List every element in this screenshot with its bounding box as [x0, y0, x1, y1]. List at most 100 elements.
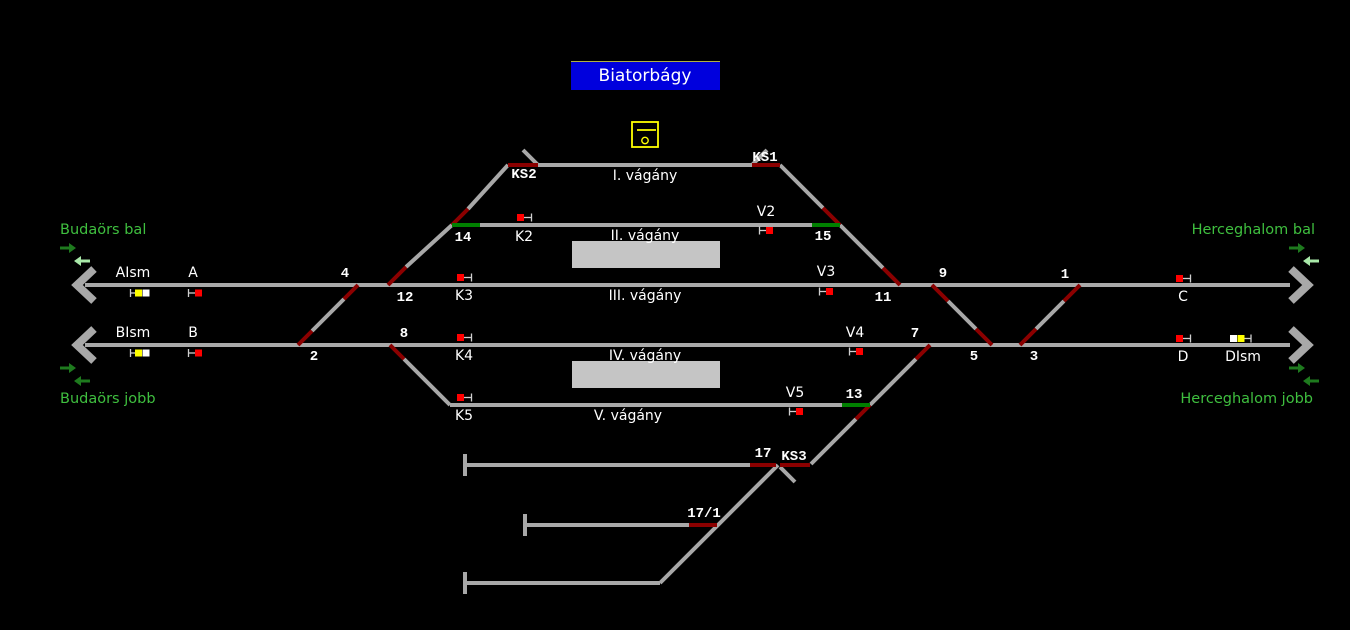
- platform-between-track2-track3: [572, 241, 720, 268]
- switch-section-5[interactable]: [974, 327, 994, 347]
- switch-14-label[interactable]: 14: [455, 230, 472, 246]
- switch-section-7[interactable]: [914, 343, 932, 361]
- switch-8-label[interactable]: 8: [400, 326, 408, 342]
- signal-c-label: C: [1178, 289, 1188, 305]
- switch-2-label[interactable]: 2: [310, 349, 318, 365]
- direction-arrow-bottom-left-inbound[interactable]: [74, 376, 90, 386]
- track-i-label: I. vágány: [613, 168, 678, 184]
- signal-k2-red-lamp: [517, 214, 524, 221]
- signal-k3-red-lamp: [457, 274, 464, 281]
- switch-5-label[interactable]: 5: [970, 349, 978, 365]
- direction-arrow-bottom-right-inbound[interactable]: [1303, 376, 1319, 386]
- signal-bism-white-lamp: [142, 349, 150, 357]
- signal-k5[interactable]: [457, 393, 473, 402]
- signal-bism[interactable]: [129, 349, 150, 357]
- crossover-4-2-diagonal: [310, 297, 346, 333]
- signal-v4[interactable]: [848, 347, 864, 356]
- signal-dism-label: DIsm: [1225, 349, 1261, 365]
- switch-3-label[interactable]: 3: [1030, 349, 1038, 365]
- signal-v5-red-lamp: [796, 408, 803, 415]
- track-iv-left-continuation-arrow: [71, 326, 97, 364]
- switch-section-12[interactable]: [386, 265, 408, 287]
- switch-11-label[interactable]: 11: [875, 290, 892, 306]
- switch-1-label[interactable]: 1: [1061, 267, 1069, 283]
- signal-v3-red-lamp: [826, 288, 833, 295]
- direction-arrow-top-right-inbound[interactable]: [1303, 256, 1319, 266]
- signal-v5-label: V5: [786, 385, 804, 401]
- signal-bism-label: BIsm: [116, 325, 151, 341]
- signal-d-label: D: [1178, 349, 1189, 365]
- link-iv-to-v-diagonal: [402, 357, 452, 407]
- signal-aism-yellow-lamp: [135, 289, 142, 297]
- station-title-box: Biatorbágy: [571, 61, 720, 90]
- signal-d-red-lamp: [1176, 335, 1183, 342]
- switch-17-1-label[interactable]: 17/1: [687, 506, 721, 522]
- signal-ks2-label[interactable]: KS2: [511, 167, 536, 183]
- station-name: Biatorbágy: [599, 66, 692, 86]
- signal-d[interactable]: [1176, 334, 1192, 343]
- signal-v2[interactable]: [758, 226, 774, 235]
- signal-b[interactable]: [187, 349, 203, 357]
- signal-v4-label: V4: [846, 325, 865, 341]
- signal-k4-label: K4: [455, 348, 473, 364]
- line-name-budaors-bal: Budaörs bal: [60, 222, 146, 238]
- signal-k3[interactable]: [457, 273, 473, 282]
- signal-v3[interactable]: [818, 287, 834, 296]
- track-iv-label: IV. vágány: [609, 348, 681, 364]
- stub-ks1: [750, 148, 769, 167]
- switch-17-label[interactable]: 17: [755, 446, 772, 462]
- track-iii-right-continuation-arrow: [1288, 266, 1314, 304]
- crossover-9-5-diagonal: [946, 299, 978, 331]
- direction-arrow-bottom-left-outbound[interactable]: [60, 363, 76, 373]
- switch-4-label[interactable]: 4: [341, 266, 349, 282]
- switch-15-label[interactable]: 15: [815, 229, 832, 245]
- siding-ladder-diagonal: [658, 463, 780, 585]
- signal-k3-label: K3: [455, 288, 473, 304]
- signal-b-label: B: [188, 325, 198, 341]
- signal-v4-red-lamp: [856, 348, 863, 355]
- switch-section-9[interactable]: [930, 283, 950, 303]
- switch-9-label[interactable]: 9: [939, 266, 947, 282]
- track-iv-right-continuation-arrow: [1288, 326, 1314, 364]
- direction-arrow-top-left-inbound[interactable]: [74, 256, 90, 266]
- platform-between-track4-track5: [572, 361, 720, 388]
- signal-k2[interactable]: [517, 213, 533, 222]
- signal-ks3-label[interactable]: KS3: [781, 449, 806, 465]
- switch-section-14-upper[interactable]: [450, 207, 470, 227]
- signal-c[interactable]: [1176, 274, 1192, 283]
- station-building-icon[interactable]: [631, 121, 659, 148]
- signal-a-red-lamp: [195, 289, 202, 297]
- signal-dism[interactable]: [1230, 334, 1252, 343]
- switch-12-label[interactable]: 12: [397, 290, 414, 306]
- track-iii-left-continuation-arrow: [71, 266, 97, 304]
- signal-k5-label: K5: [455, 408, 473, 424]
- link-iv-to-v-right-diagonal: [868, 357, 918, 407]
- track-ii-label: II. vágány: [611, 228, 680, 244]
- link-v-to-siding17-diagonal: [809, 417, 858, 466]
- switch-section-1[interactable]: [1062, 283, 1082, 303]
- switch-section-15-upper[interactable]: [821, 206, 842, 227]
- stub-ks2: [521, 148, 540, 167]
- switch-section-13-lower[interactable]: [854, 403, 872, 421]
- switch-section-4[interactable]: [342, 283, 360, 301]
- switch-7-label[interactable]: 7: [911, 326, 919, 342]
- signal-k4[interactable]: [457, 333, 473, 342]
- signal-ks1-label[interactable]: KS1: [752, 150, 777, 166]
- direction-arrow-bottom-right-outbound[interactable]: [1289, 363, 1305, 373]
- crossover-3-1-diagonal: [1034, 299, 1066, 331]
- switch-13-label[interactable]: 13: [846, 387, 863, 403]
- switch-section-11[interactable]: [881, 266, 902, 287]
- direction-arrow-top-left-outbound[interactable]: [60, 243, 76, 253]
- signal-aism[interactable]: [129, 289, 150, 297]
- signal-v5[interactable]: [788, 407, 804, 416]
- ladder-ii-to-i-diagonal: [466, 163, 510, 211]
- line-name-budaors-jobb: Budaörs jobb: [60, 391, 156, 407]
- switch-section-2[interactable]: [296, 329, 314, 347]
- signal-a[interactable]: [187, 289, 203, 297]
- switch-section-8[interactable]: [388, 343, 406, 361]
- ladder-ii-to-iii-diagonal: [838, 223, 885, 270]
- switch-section-3[interactable]: [1018, 327, 1038, 347]
- signal-aism-white-lamp: [142, 289, 150, 297]
- signal-k2-label: K2: [515, 229, 533, 245]
- direction-arrow-top-right-outbound[interactable]: [1289, 243, 1305, 253]
